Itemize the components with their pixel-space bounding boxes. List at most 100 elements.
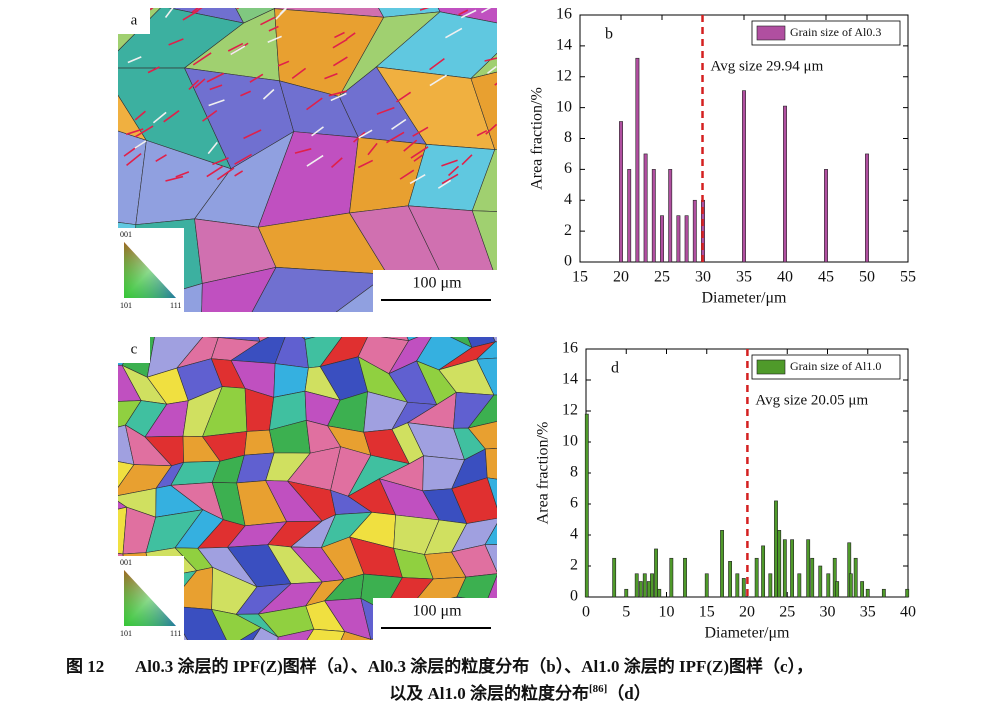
bar: [646, 581, 651, 598]
twin-streak: [330, 157, 343, 168]
y-tick-label: 2: [564, 222, 572, 239]
twin-streak: [311, 126, 324, 137]
twin-streak: [410, 146, 429, 159]
x-tick-label: 45: [818, 269, 834, 286]
twin-streak: [461, 154, 473, 166]
twin-streak: [332, 38, 348, 49]
bar: [797, 573, 802, 598]
twin-streak: [262, 88, 275, 100]
bar: [848, 573, 853, 598]
twin-streak: [127, 56, 142, 64]
micrograph-c: c 001 101 111 100 μm: [118, 337, 497, 640]
twin-streak: [399, 169, 415, 180]
grain: [24, 0, 163, 6]
bar: [865, 153, 869, 263]
twin-streak: [182, 10, 199, 21]
twin-streak: [206, 72, 225, 83]
twin-streak: [332, 56, 348, 67]
twin-streak: [202, 109, 218, 122]
scale-box: [373, 270, 497, 312]
y-tick-label: 4: [570, 526, 578, 543]
y-tick-label: 12: [556, 67, 572, 84]
y-tick-label: 16: [556, 6, 572, 23]
grain: [239, 627, 262, 640]
x-tick-label: 20: [613, 269, 629, 286]
twin-streak: [306, 154, 324, 167]
bar: [650, 573, 654, 598]
bar: [826, 573, 831, 598]
twin-streak: [155, 154, 167, 162]
caption-line: Al0.3 涂层的 IPF(Z)图样（a）、Al0.3 涂层的粒度分布（b）、A…: [135, 656, 813, 676]
twin-streak: [386, 131, 405, 144]
bar: [643, 153, 648, 263]
bar: [660, 215, 664, 263]
twin-streak: [168, 38, 184, 46]
twin-streak: [294, 148, 312, 154]
twin-streak: [192, 52, 212, 66]
y-tick-label: 14: [562, 371, 578, 388]
grain: [467, 394, 497, 429]
caption-text: （d）: [607, 683, 650, 703]
x-tick-label: 5: [622, 604, 630, 621]
y-tick-label: 8: [570, 464, 578, 481]
bar: [683, 557, 687, 598]
bar: [651, 169, 656, 263]
x-tick-label: 10: [659, 604, 675, 621]
bar: [881, 588, 886, 598]
twin-streak: [268, 25, 279, 32]
bar: [783, 105, 787, 263]
twin-streak: [330, 92, 347, 102]
twin-streak: [396, 91, 412, 103]
bar: [742, 90, 746, 263]
bar: [627, 169, 632, 263]
bar: [584, 413, 589, 598]
grain: [201, 266, 277, 312]
y-tick-label: 10: [562, 433, 578, 450]
twin-streak: [234, 153, 253, 165]
bar: [728, 561, 733, 598]
bar: [684, 215, 689, 263]
twin-streak: [419, 8, 430, 11]
twin-streak: [484, 57, 497, 62]
twin-streak: [445, 27, 463, 39]
y-tick-label: 12: [562, 402, 578, 419]
bar: [692, 199, 697, 263]
bar: [790, 539, 794, 598]
x-tick-label: 40: [777, 269, 793, 286]
twin-streak: [403, 139, 418, 152]
twin-streak: [191, 8, 200, 13]
twin-streak: [212, 157, 229, 166]
twin-streak: [367, 142, 378, 156]
x-tick-label: 15: [699, 604, 715, 621]
grain: [244, 429, 275, 456]
grain: [492, 337, 497, 343]
twin-streak: [334, 31, 345, 39]
grain: [486, 574, 497, 603]
y-tick-label: 4: [564, 191, 572, 208]
bar: [642, 573, 647, 598]
y-tick-label: 6: [564, 160, 572, 177]
ipf-key-label: 001: [120, 230, 132, 239]
bar: [741, 578, 746, 598]
grain: [258, 337, 270, 342]
x-axis-title: Diameter/μm: [705, 625, 791, 642]
y-tick-label: 10: [556, 98, 572, 115]
x-tick-label: 15: [572, 269, 588, 286]
twin-streak: [441, 173, 459, 185]
scale-box: [373, 598, 497, 640]
twin-streak: [147, 66, 160, 74]
twin-streak: [391, 118, 407, 130]
grain: [484, 523, 497, 545]
label-box: [118, 8, 150, 34]
grain: [277, 628, 315, 640]
panel-label: d: [611, 360, 619, 377]
x-tick-label: 40: [900, 604, 916, 621]
twin-streak: [277, 60, 290, 67]
twin-streak: [376, 106, 395, 115]
x-tick-label: 25: [779, 604, 795, 621]
bar: [638, 581, 643, 598]
twin-streak: [134, 125, 154, 138]
twin-streak: [460, 9, 477, 19]
twin-streak: [165, 175, 184, 182]
